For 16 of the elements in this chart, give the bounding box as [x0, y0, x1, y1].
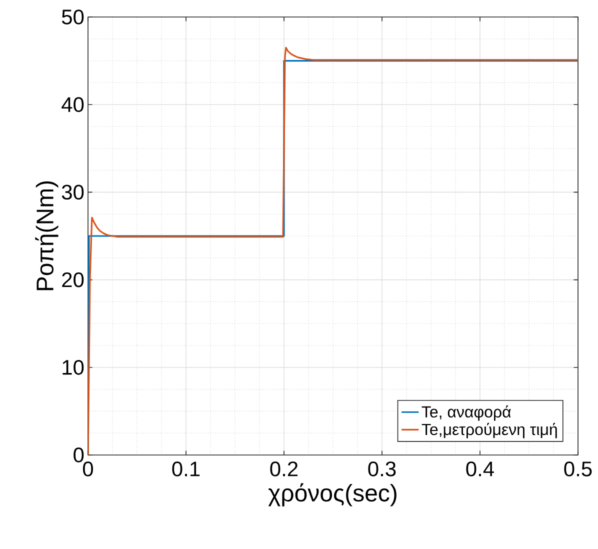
- x-tick-label: 0.1: [172, 462, 200, 476]
- y-tick-label: 30: [62, 184, 84, 200]
- legend-label: Te, αναφορά: [422, 405, 511, 421]
- y-tick-label: 50: [62, 10, 84, 24]
- legend-label: Te,μετρούμενη τιμή: [422, 422, 557, 438]
- y-tick-label: 10: [62, 360, 84, 375]
- y-axis-title: Ροπή(Nm): [35, 181, 58, 290]
- x-axis-title: χρόνος(sec): [268, 483, 396, 506]
- y-tick-label: 20: [62, 272, 84, 288]
- y-tick-label: 40: [62, 97, 84, 112]
- x-tick-label: 0.4: [466, 462, 494, 476]
- y-tick-label: 0: [74, 448, 84, 462]
- x-tick-label: 0.5: [564, 462, 592, 476]
- x-tick-label: 0.3: [368, 462, 396, 476]
- x-tick-label: 0.2: [270, 462, 298, 476]
- x-tick-label: 0: [82, 462, 94, 476]
